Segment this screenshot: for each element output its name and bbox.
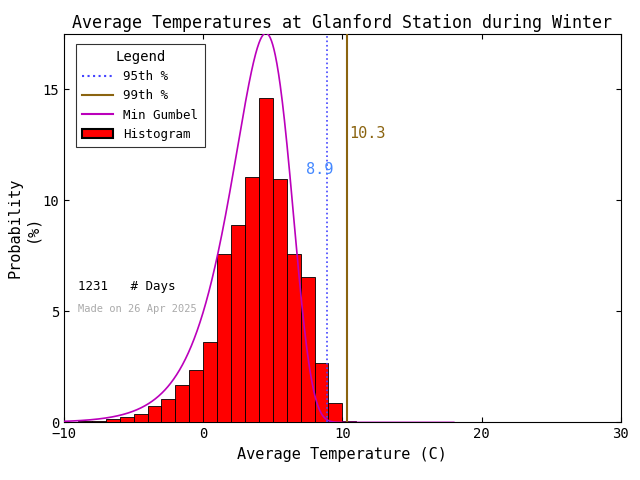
Bar [301, 276, 315, 422]
Title: Average Temperatures at Glanford Station during Winter: Average Temperatures at Glanford Station… [72, 14, 612, 32]
Bar [315, 363, 328, 422]
Bar [231, 225, 245, 422]
Bar [217, 254, 231, 422]
Text: 1231   # Days: 1231 # Days [78, 280, 175, 293]
Y-axis label: Probability
(%): Probability (%) [7, 178, 40, 278]
X-axis label: Average Temperature (C): Average Temperature (C) [237, 447, 447, 462]
Text: Made on 26 Apr 2025: Made on 26 Apr 2025 [78, 304, 196, 314]
Bar [245, 177, 259, 422]
Text: 10.3: 10.3 [349, 126, 386, 141]
Bar [175, 384, 189, 422]
Text: 8.9: 8.9 [306, 162, 333, 177]
Bar [106, 419, 120, 422]
Bar [189, 371, 204, 422]
Legend: 95th %, 99th %, Min Gumbel, Histogram: 95th %, 99th %, Min Gumbel, Histogram [76, 44, 205, 147]
Bar [273, 179, 287, 422]
Bar [120, 417, 134, 422]
Bar [92, 420, 106, 422]
Bar [287, 254, 301, 422]
Bar [204, 342, 217, 422]
Bar [259, 98, 273, 422]
Bar [161, 399, 175, 422]
Bar [134, 413, 147, 422]
Bar [328, 403, 342, 422]
Bar [147, 406, 161, 422]
Bar [342, 420, 356, 422]
Bar [78, 420, 92, 422]
